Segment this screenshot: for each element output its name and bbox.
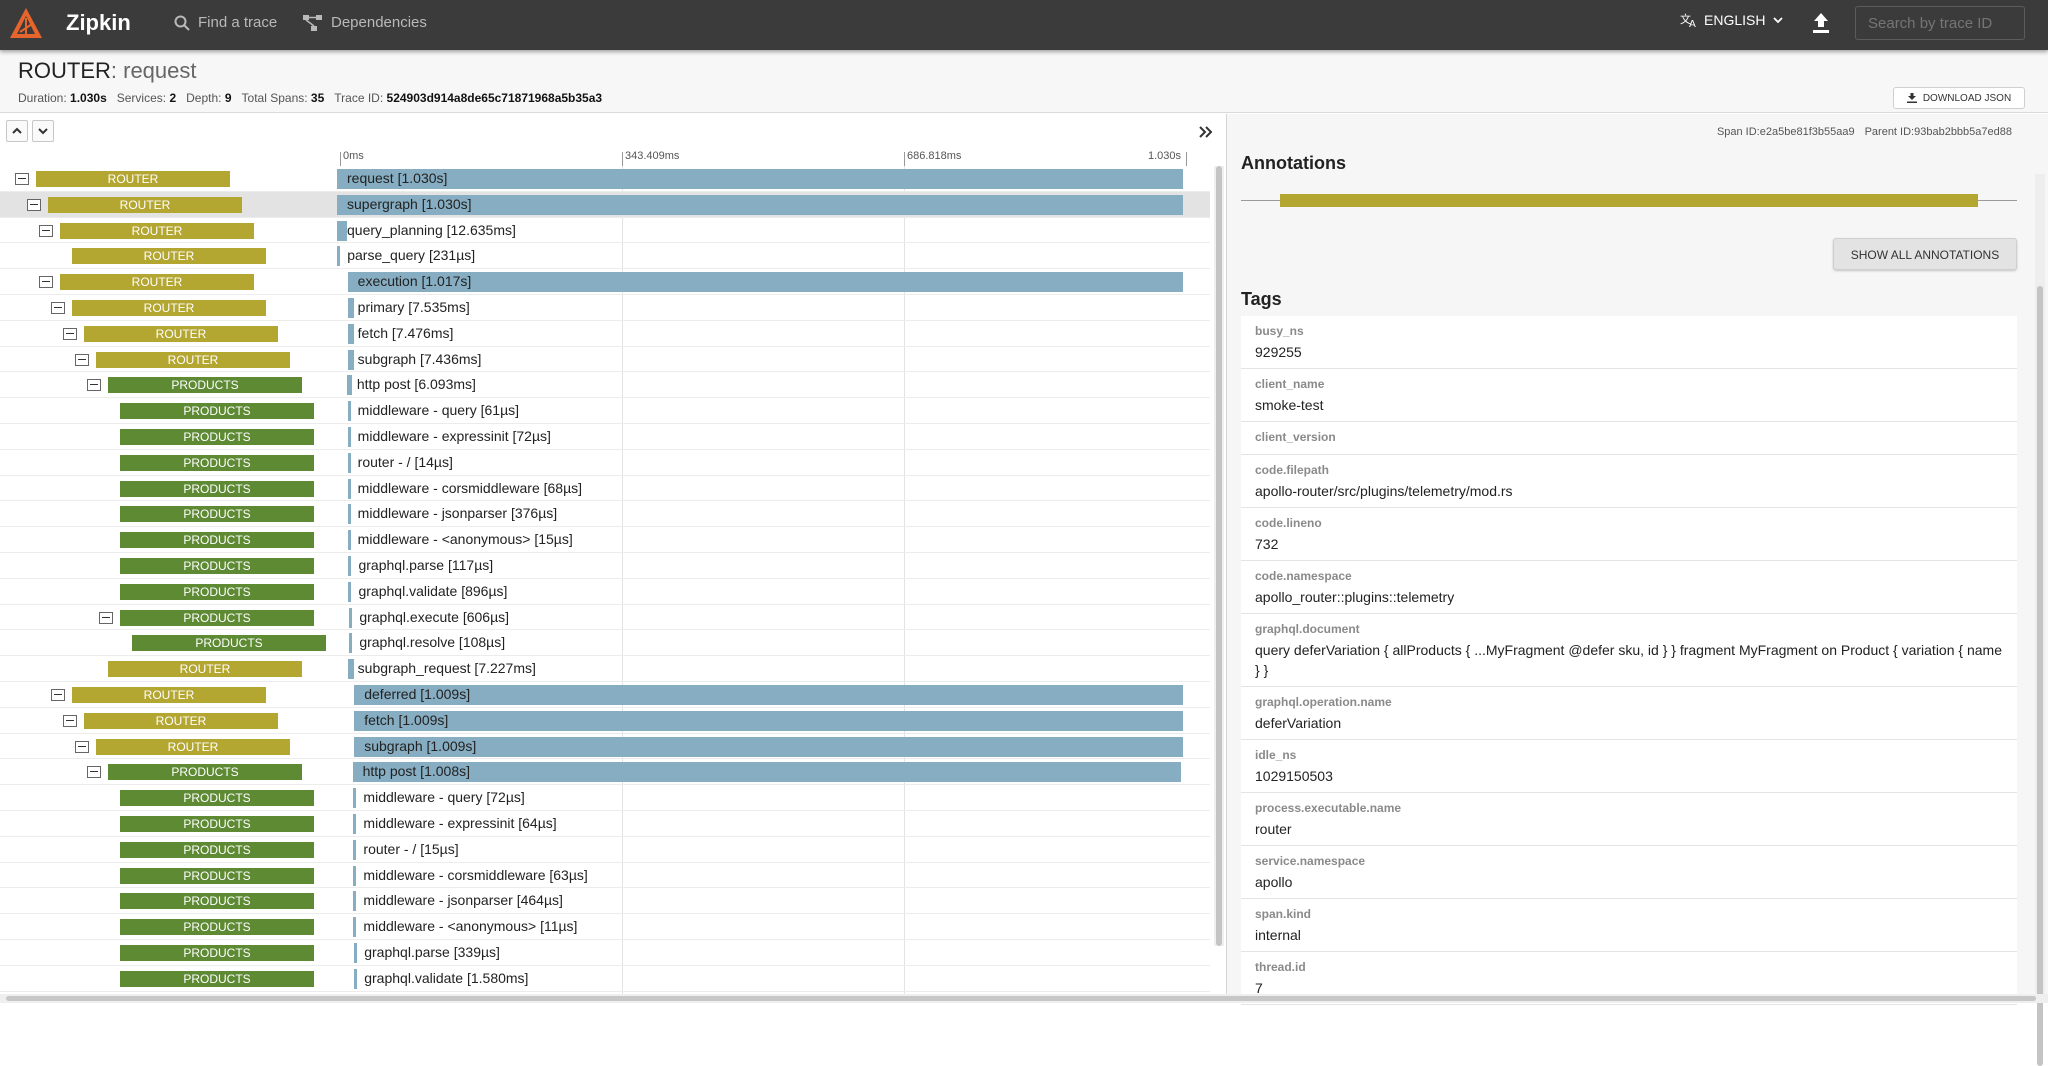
span-ids: Span ID:e2a5be81f3b55aa9 Parent ID:93bab… [1717,126,2012,138]
tag-value: 732 [1255,536,1279,552]
tag-key: process.executable.name [1255,801,1402,815]
chevron-down-icon [38,128,48,135]
tag-key: code.namespace [1255,569,1352,583]
tags-list: busy_ns 929255 client_name smoke-test client… [1241,316,2017,1005]
tag-key: code.filepath [1255,463,1330,477]
tag-value: apollo [1255,874,1293,890]
tags-heading: Tags [1241,289,1282,309]
tag-item: client_version [1241,422,2017,455]
tag-value: internal [1255,927,1301,943]
nav-dependencies-label: Dependencies [331,14,427,31]
tag-item: span.kind internal [1241,899,2017,952]
tag-value: 929255 [1255,344,1302,360]
tag-key: busy_ns [1255,324,1304,338]
tag-key: graphql.document [1255,622,1360,636]
language-label: ENGLISH [1704,12,1766,28]
zipkin-logo-icon[interactable] [8,6,44,42]
toggle-detail-panel-button[interactable] [1196,122,1216,142]
translate-icon: 文 A [1680,12,1696,28]
trace-summary-header: ROUTER: request Duration: 1.030s Service… [0,50,2048,113]
tag-value: deferVariation [1255,715,1342,731]
trace-id-search-input[interactable] [1855,6,2025,40]
tag-item: code.filepath apollo-router/src/plugins/t… [1241,455,2017,508]
tag-value: apollo-router/src/plugins/telemetry/mod.… [1255,483,1513,499]
double-chevron-right-icon [1199,126,1213,138]
tag-item: code.lineno 732 [1241,508,2017,561]
search-icon [174,15,190,31]
trace-title: ROUTER: request [18,58,197,84]
stat-depth: Depth: 9 [186,91,232,105]
brand-name[interactable]: Zipkin [66,10,131,35]
tag-item: client_name smoke-test [1241,369,2017,422]
tag-value: smoke-test [1255,397,1324,413]
upload-icon[interactable] [1808,10,1834,36]
collapse-all-button[interactable] [6,120,28,142]
detail-scrollbar[interactable] [2035,174,2045,1066]
download-icon [1906,93,1917,103]
tag-item: graphql.document query deferVariation { a… [1241,614,2017,687]
tag-key: thread.id [1255,960,1306,974]
tag-key: code.lineno [1255,516,1322,530]
collapse-controls [6,120,54,142]
tag-value: router [1255,821,1292,837]
tag-value: 7 [1255,980,1263,996]
top-navigation-bar: Zipkin Find a trace Dependencies 文 A ENG… [0,0,2048,50]
timeline-scrollbar[interactable] [1214,166,1224,946]
panel-divider[interactable] [1226,114,1227,994]
tag-value: 1029150503 [1255,768,1333,784]
trace-root-service: ROUTER [18,58,111,83]
horizontal-scrollbar[interactable] [0,994,2048,1003]
tag-item: graphql.operation.name deferVariation [1241,687,2017,740]
tag-key: idle_ns [1255,748,1297,762]
tag-key: service.namespace [1255,854,1366,868]
show-all-annotations-button[interactable]: SHOW ALL ANNOTATIONS [1833,238,2017,270]
nav-find-trace[interactable]: Find a trace [174,14,277,31]
nav-find-trace-label: Find a trace [198,14,278,31]
tag-key: client_version [1255,430,1336,444]
language-selector[interactable]: 文 A ENGLISH [1680,12,1785,28]
chevron-up-icon [12,127,22,134]
dependencies-icon [303,14,322,31]
tag-item: service.namespace apollo [1241,846,2017,899]
parent-id: Parent ID:93bab2bbb5a7ed88 [1864,126,2012,138]
timeline-scrollbar-thumb[interactable] [1216,166,1222,946]
horizontal-scrollbar-thumb[interactable] [6,996,2036,1001]
tag-key: graphql.operation.name [1255,695,1392,709]
stat-trace-id: Trace ID: 524903d914a8de65c71871968a5b35… [334,91,603,105]
svg-text:A: A [1689,19,1696,28]
chevron-down-icon [1773,17,1784,24]
stat-duration: Duration: 1.030s [18,91,107,105]
tag-key: client_name [1255,377,1325,391]
detail-scrollbar-thumb[interactable] [2037,286,2043,1066]
svg-text:文: 文 [1680,12,1691,26]
trace-stats: Duration: 1.030s Services: 2 Depth: 9 To… [18,91,606,105]
tag-key: span.kind [1255,907,1312,921]
tag-value: apollo_router::plugins::telemetry [1255,589,1455,605]
tag-item: process.executable.name router [1241,793,2017,846]
annotations-heading: Annotations [1241,153,1346,173]
stat-total-spans: Total Spans: 35 [241,91,325,105]
span-id: Span ID:e2a5be81f3b55aa9 [1716,126,1855,138]
trace-timeline-panel [0,114,1226,994]
expand-all-button[interactable] [32,120,54,142]
tag-value [1255,444,2003,448]
trace-root-operation: : request [110,58,197,83]
tag-value: query deferVariation { allProducts { ...… [1255,642,2002,678]
tag-item: busy_ns 929255 [1241,316,2017,369]
nav-dependencies[interactable]: Dependencies [303,14,427,31]
span-detail-panel: Span ID:e2a5be81f3b55aa9 Parent ID:93bab… [1227,114,2048,1066]
download-json-button[interactable]: DOWNLOAD JSON [1893,87,2025,109]
stat-services: Services: 2 [116,91,177,105]
download-json-label: DOWNLOAD JSON [1922,92,2012,104]
annotations-span-bar[interactable] [1280,194,1978,207]
tag-item: idle_ns 1029150503 [1241,740,2017,793]
